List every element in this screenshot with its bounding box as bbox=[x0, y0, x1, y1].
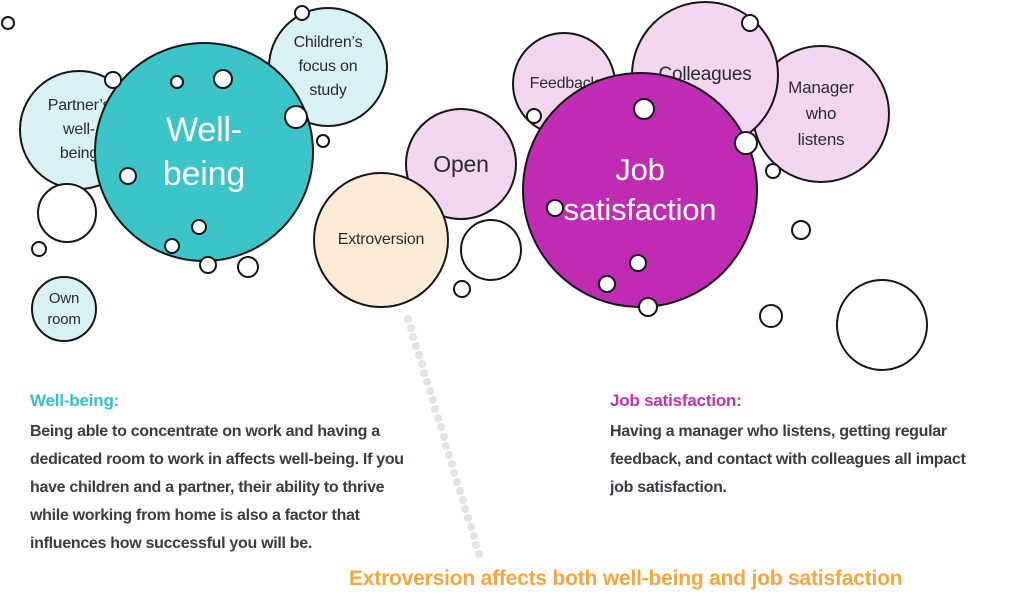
dotted-connector-dot bbox=[420, 369, 429, 378]
dotted-connector-dot bbox=[442, 441, 451, 450]
wellbeing-legend-body: Being able to concentrate on work and ha… bbox=[30, 418, 404, 558]
jobsat-legend: Job satisfaction: Having a manager who l… bbox=[610, 391, 966, 502]
dotted-connector-dot bbox=[428, 396, 437, 405]
white-dot bbox=[119, 167, 137, 185]
white-dot bbox=[170, 75, 184, 89]
dotted-connector-dot bbox=[444, 450, 453, 459]
dotted-connector-dot bbox=[404, 315, 412, 323]
bubble-open: Open bbox=[405, 108, 517, 220]
dotted-connector-dot bbox=[455, 486, 464, 495]
footnote-text: Extroversion affects both well-being and… bbox=[349, 567, 903, 590]
white-dot bbox=[164, 238, 180, 254]
bubble-label-line: being bbox=[59, 145, 99, 162]
dotted-connector-dot bbox=[434, 414, 443, 423]
bubble-label-line: listens bbox=[797, 130, 845, 149]
legend-text-line: Being able to concentrate on work and ha… bbox=[30, 423, 380, 440]
white-dot bbox=[1, 16, 15, 30]
dotted-connector-dot bbox=[447, 459, 456, 468]
white-dot bbox=[31, 241, 47, 257]
wellbeing-legend-title: Well-being: bbox=[30, 391, 120, 410]
bubble-extroversion: Extroversion bbox=[313, 172, 449, 308]
dotted-connector-dot bbox=[464, 513, 473, 522]
white-dot bbox=[37, 183, 97, 243]
white-dot bbox=[213, 69, 233, 89]
white-dot bbox=[104, 71, 122, 89]
dotted-connector-dot bbox=[423, 378, 432, 387]
bubble-label-line: study bbox=[309, 82, 347, 99]
bubble-label-line: Partner’s bbox=[47, 97, 111, 114]
white-dot bbox=[526, 108, 542, 124]
dotted-connector-dot bbox=[414, 351, 423, 360]
legend-text-line: influences how successful you will be. bbox=[30, 535, 313, 552]
white-dot bbox=[629, 254, 647, 272]
legend-text-line: feedback, and contact with colleagues al… bbox=[610, 451, 966, 468]
dotted-connector-dot bbox=[425, 387, 434, 396]
dotted-connector-dot bbox=[475, 550, 483, 558]
bubble-label-line: Children’s bbox=[293, 34, 363, 51]
legend-text-line: Having a manager who listens, getting re… bbox=[610, 423, 947, 440]
bubble-label-line: who bbox=[805, 104, 837, 123]
white-dot bbox=[836, 279, 928, 371]
dotted-connector-dot bbox=[472, 540, 481, 549]
bubble-label-line: Job bbox=[615, 152, 665, 187]
dotted-connector-dot bbox=[469, 531, 478, 540]
white-dot bbox=[546, 199, 564, 217]
bubble-label-line: Manager bbox=[788, 78, 854, 97]
white-dot bbox=[734, 131, 758, 155]
legend-text-line: job satisfaction. bbox=[610, 479, 727, 496]
dotted-connector-dot bbox=[436, 423, 445, 432]
white-dot bbox=[638, 297, 658, 317]
bubble-own-room: Own room bbox=[31, 276, 97, 342]
white-dot bbox=[765, 163, 781, 179]
wellbeing-legend: Well-being: Being able to concentrate on… bbox=[30, 391, 404, 558]
white-dot bbox=[791, 220, 811, 240]
dotted-connector-dot bbox=[450, 468, 459, 477]
white-dot bbox=[316, 134, 330, 148]
bubble-label-line: focus on bbox=[298, 58, 358, 75]
white-dot bbox=[191, 219, 207, 235]
dotted-connector-dot bbox=[412, 342, 421, 351]
white-dot bbox=[199, 256, 217, 274]
dotted-connector-dot bbox=[439, 432, 448, 441]
dotted-connector-dot bbox=[406, 324, 415, 333]
dotted-connector-dot bbox=[461, 504, 470, 513]
bubble-label-line: being bbox=[162, 155, 246, 193]
white-dot bbox=[284, 105, 308, 129]
jobsat-legend-title: Job satisfaction: bbox=[610, 391, 742, 410]
dotted-connector-dot bbox=[409, 333, 418, 342]
legend-text-line: while working from home is also a factor… bbox=[30, 507, 360, 524]
white-dot bbox=[741, 14, 759, 32]
dotted-connector-dot bbox=[466, 522, 475, 531]
white-dot bbox=[453, 280, 471, 298]
dotted-connector-dot bbox=[453, 477, 462, 486]
legend-text-line: have children and a partner, their abili… bbox=[30, 479, 385, 496]
white-dot bbox=[460, 219, 522, 281]
bubble-label-line: Well- bbox=[166, 111, 242, 149]
white-dot bbox=[237, 256, 259, 278]
jobsat-legend-body: Having a manager who listens, getting re… bbox=[610, 418, 966, 502]
white-dot bbox=[294, 5, 310, 21]
bubble-label-line: room bbox=[47, 311, 81, 328]
legend-text-line: dedicated room to work in affects well-b… bbox=[30, 451, 404, 468]
bubble-label-line: satisfaction bbox=[563, 192, 717, 227]
bubble-label-line: Own bbox=[48, 290, 80, 307]
bubble-label-line: Extroversion bbox=[337, 231, 425, 248]
dotted-connector-dot bbox=[417, 360, 426, 369]
dotted-connector-dot bbox=[431, 405, 440, 414]
white-dot bbox=[633, 98, 655, 120]
white-dot bbox=[759, 304, 783, 328]
dotted-connector-dot bbox=[458, 495, 467, 504]
white-dot bbox=[598, 275, 616, 293]
bubble-label-line: Open bbox=[433, 151, 489, 177]
bubble-label-line: well- bbox=[63, 121, 95, 138]
